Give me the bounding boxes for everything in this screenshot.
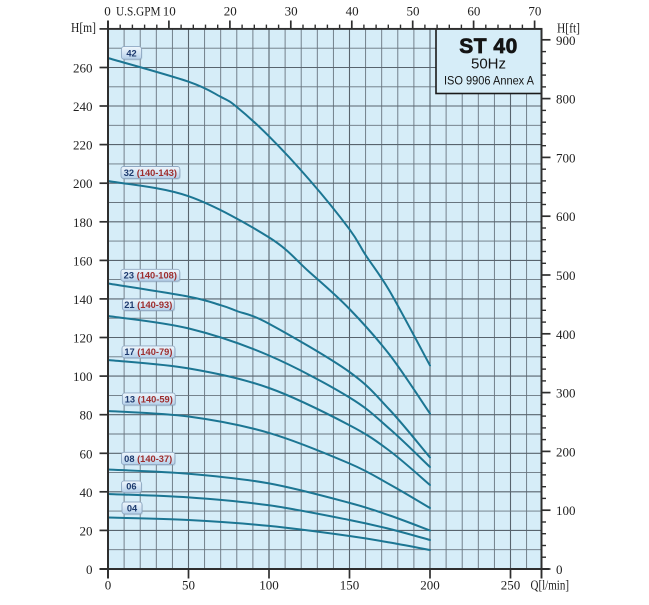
- svg-text:900: 900: [556, 33, 576, 48]
- svg-text:42: 42: [126, 49, 136, 59]
- svg-text:20: 20: [80, 523, 93, 538]
- svg-text:21 (140-93): 21 (140-93): [124, 300, 172, 310]
- svg-text:08 (140-37): 08 (140-37): [124, 454, 172, 464]
- svg-text:200: 200: [556, 444, 576, 459]
- svg-text:800: 800: [556, 92, 576, 107]
- svg-text:50: 50: [407, 4, 420, 19]
- svg-text:10: 10: [163, 4, 176, 19]
- svg-text:13 (140-59): 13 (140-59): [125, 395, 173, 405]
- svg-text:60: 60: [80, 446, 93, 461]
- svg-text:23 (140-108): 23 (140-108): [124, 271, 177, 281]
- svg-text:06: 06: [126, 482, 136, 492]
- svg-text:160: 160: [73, 253, 93, 268]
- svg-text:260: 260: [73, 61, 93, 76]
- svg-text:140: 140: [73, 292, 93, 307]
- svg-text:240: 240: [73, 99, 93, 114]
- svg-text:600: 600: [556, 209, 576, 224]
- svg-text:40: 40: [80, 485, 93, 500]
- svg-text:Q[l/min]: Q[l/min]: [531, 578, 570, 593]
- svg-text:70: 70: [528, 4, 541, 19]
- svg-text:300: 300: [556, 386, 576, 401]
- svg-text:400: 400: [556, 327, 576, 342]
- svg-text:180: 180: [73, 215, 93, 230]
- svg-text:100: 100: [259, 578, 279, 593]
- svg-text:ST 40: ST 40: [459, 35, 518, 58]
- svg-text:17 (140-79): 17 (140-79): [124, 347, 172, 357]
- svg-text:200: 200: [420, 578, 440, 593]
- svg-text:100: 100: [73, 369, 93, 384]
- svg-text:50: 50: [182, 578, 195, 593]
- svg-text:700: 700: [556, 150, 576, 165]
- svg-text:80: 80: [80, 408, 93, 423]
- svg-text:U.S.GPM: U.S.GPM: [116, 5, 161, 19]
- svg-text:ISO 9906 Annex A: ISO 9906 Annex A: [444, 76, 534, 88]
- svg-text:120: 120: [73, 331, 93, 346]
- svg-text:H[m]: H[m]: [71, 20, 96, 35]
- svg-text:40: 40: [346, 4, 359, 19]
- svg-text:0: 0: [86, 562, 93, 577]
- svg-text:20: 20: [224, 4, 237, 19]
- svg-text:0: 0: [556, 562, 563, 577]
- svg-text:200: 200: [73, 176, 93, 191]
- svg-text:H[ft]: H[ft]: [557, 20, 580, 35]
- svg-text:30: 30: [285, 4, 298, 19]
- svg-text:0: 0: [105, 578, 112, 593]
- svg-text:150: 150: [340, 578, 360, 593]
- svg-text:32 (140-143): 32 (140-143): [124, 168, 177, 178]
- svg-text:50Hz: 50Hz: [471, 56, 506, 73]
- svg-text:250: 250: [501, 578, 521, 593]
- svg-text:220: 220: [73, 138, 93, 153]
- svg-text:04: 04: [127, 503, 138, 513]
- svg-text:100: 100: [556, 503, 576, 518]
- svg-text:500: 500: [556, 268, 576, 283]
- svg-text:0: 0: [104, 4, 111, 19]
- svg-text:60: 60: [467, 4, 480, 19]
